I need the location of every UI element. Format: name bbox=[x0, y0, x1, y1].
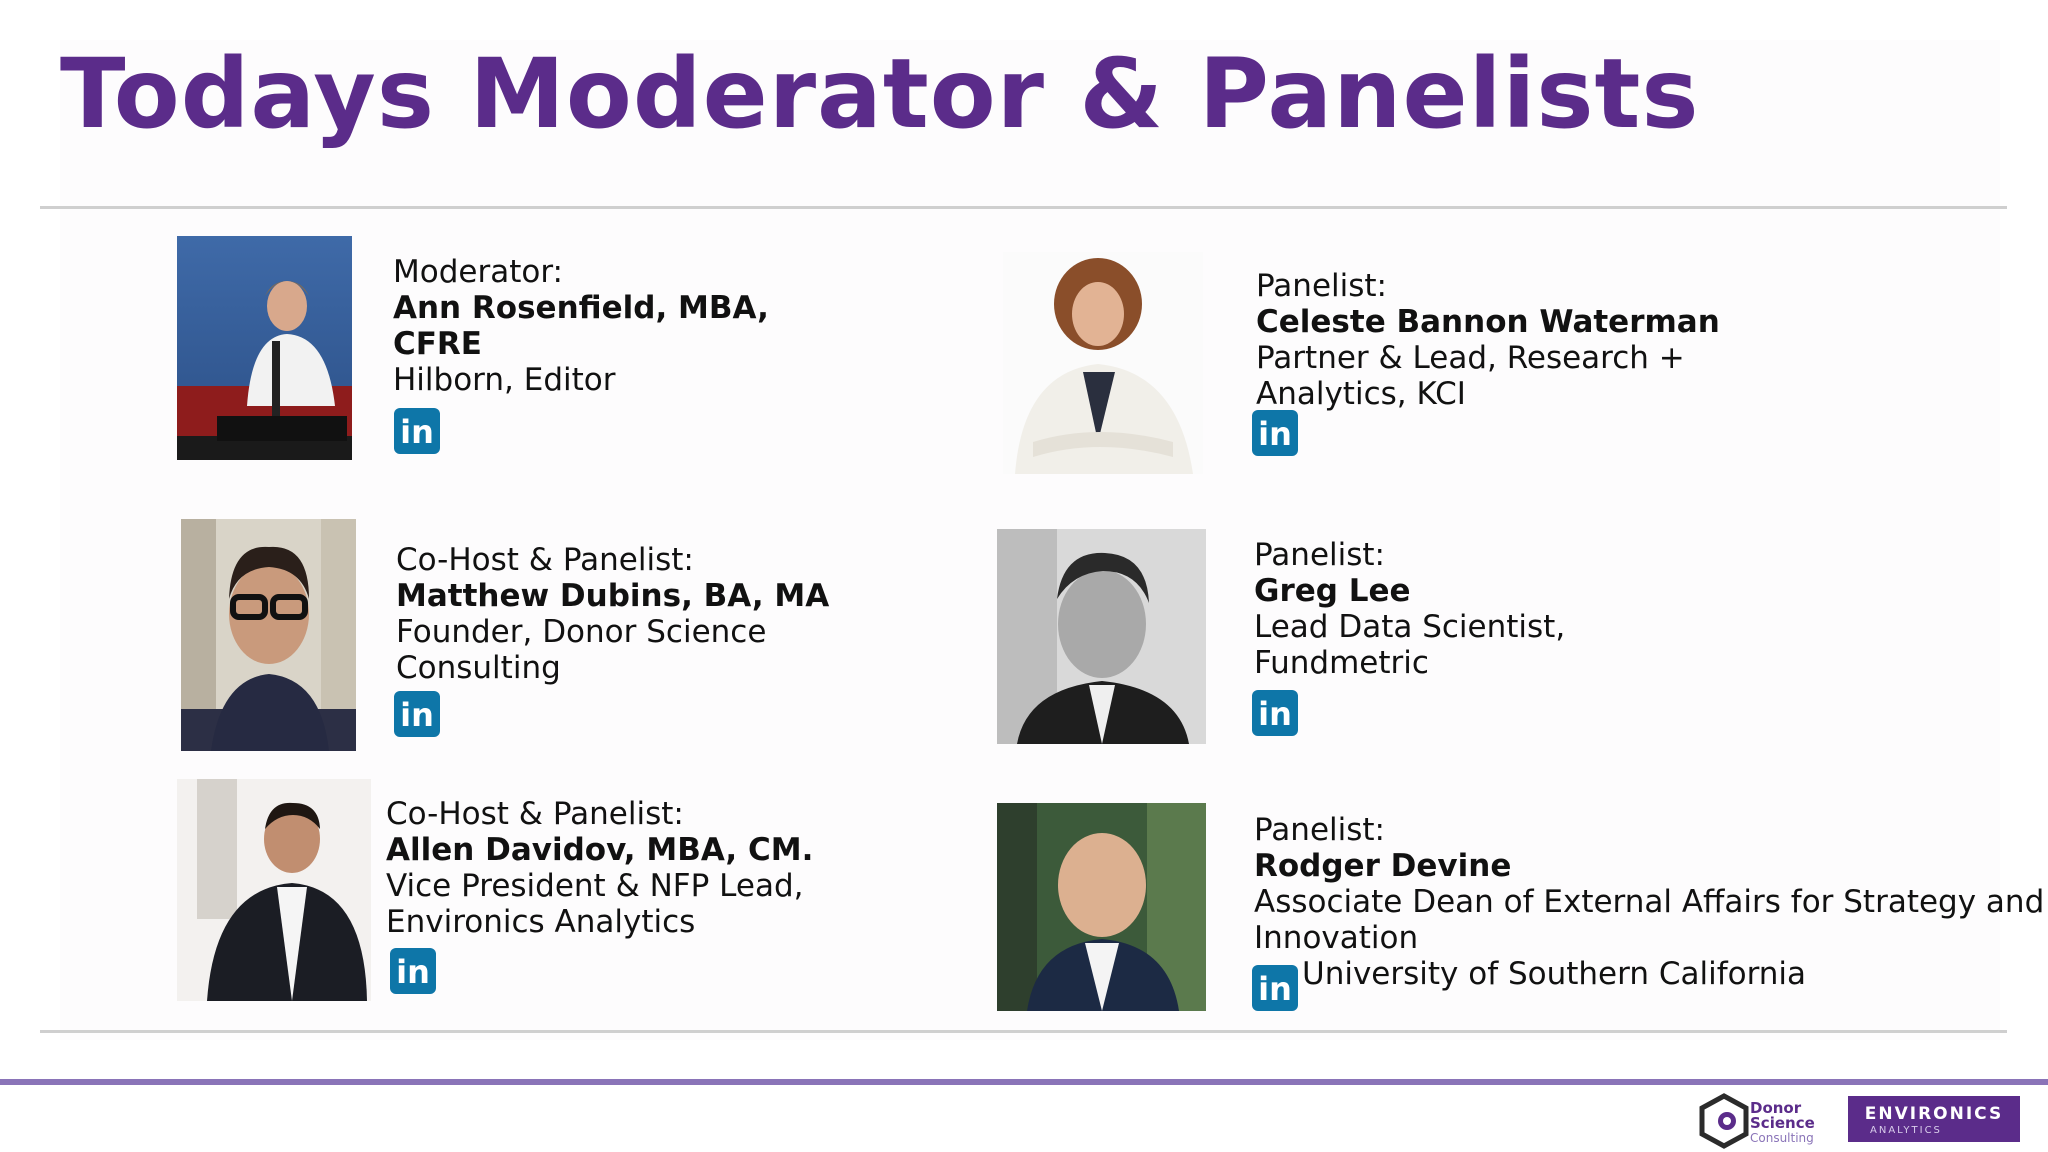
person-organization-continued: Innovation bbox=[1254, 920, 1419, 956]
person-organization-continued: Fundmetric bbox=[1254, 645, 1429, 681]
person-name: Ann Rosenfield, MBA, bbox=[393, 290, 769, 326]
linkedin-icon[interactable]: in bbox=[1252, 410, 1298, 456]
linkedin-icon[interactable]: in bbox=[1252, 965, 1298, 1011]
person-organization-continued: Analytics, KCI bbox=[1256, 376, 1466, 412]
person-organization: Lead Data Scientist, bbox=[1254, 609, 1566, 645]
person-name-continued: CFRE bbox=[393, 326, 482, 362]
environics-analytics-logo: ENVIRONICS ANALYTICS bbox=[1848, 1096, 2020, 1142]
person-name: Rodger Devine bbox=[1254, 848, 1512, 884]
donor-science-logo: Donor Science Consulting bbox=[1698, 1093, 1818, 1149]
photo-rodger-devine bbox=[997, 803, 1206, 1011]
linkedin-icon[interactable]: in bbox=[390, 948, 436, 994]
person-allen-davidov: Co-Host & Panelist: Allen Davidov, MBA, … bbox=[386, 796, 813, 940]
photo-celeste-bannon-waterman bbox=[1003, 252, 1203, 474]
person-role: Panelist: bbox=[1256, 268, 1387, 304]
person-organization: Founder, Donor Science bbox=[396, 614, 767, 650]
slide-title: Todays Moderator & Panelists bbox=[60, 38, 1700, 150]
top-divider bbox=[40, 206, 2007, 209]
person-organization: Vice President & NFP Lead, bbox=[386, 868, 804, 904]
linkedin-icon[interactable]: in bbox=[394, 408, 440, 454]
person-role: Moderator: bbox=[393, 254, 563, 290]
photo-greg-lee bbox=[997, 529, 1206, 744]
person-name: Greg Lee bbox=[1254, 573, 1411, 609]
person-organization: Associate Dean of External Affairs for S… bbox=[1254, 884, 2045, 920]
person-rodger-devine: Panelist: Rodger Devine Associate Dean o… bbox=[1254, 812, 2044, 992]
footer-accent-bar bbox=[0, 1079, 2048, 1085]
person-organization: Partner & Lead, Research + bbox=[1256, 340, 1685, 376]
person-name: Matthew Dubins, BA, MA bbox=[396, 578, 830, 614]
photo-ann-rosenfield bbox=[177, 236, 352, 460]
photo-matthew-dubins bbox=[181, 519, 356, 751]
donor-science-wordmark: Donor Science Consulting bbox=[1750, 1099, 1815, 1146]
photo-allen-davidov bbox=[177, 779, 371, 1001]
person-name: Allen Davidov, MBA, CM. bbox=[386, 832, 814, 868]
person-celeste-bannon-waterman: Panelist: Celeste Bannon Waterman Partne… bbox=[1256, 268, 1720, 412]
bottom-divider bbox=[40, 1030, 2007, 1033]
linkedin-icon[interactable]: in bbox=[394, 691, 440, 737]
donor-science-mark-icon bbox=[1699, 1093, 1749, 1149]
person-role: Co-Host & Panelist: bbox=[386, 796, 684, 832]
person-greg-lee: Panelist: Greg Lee Lead Data Scientist, … bbox=[1254, 537, 1565, 681]
person-role: Panelist: bbox=[1254, 537, 1385, 573]
person-matthew-dubins: Co-Host & Panelist: Matthew Dubins, BA, … bbox=[396, 542, 829, 686]
person-role: Co-Host & Panelist: bbox=[396, 542, 694, 578]
person-organization-continued: Environics Analytics bbox=[386, 904, 696, 940]
person-name: Celeste Bannon Waterman bbox=[1256, 304, 1720, 340]
person-organization-institution: University of Southern California bbox=[1302, 956, 1807, 992]
person-organization: Hilborn, Editor bbox=[393, 362, 616, 398]
person-ann-rosenfield: Moderator: Ann Rosenfield, MBA, CFRE Hil… bbox=[393, 254, 769, 398]
person-role: Panelist: bbox=[1254, 812, 1385, 848]
linkedin-icon[interactable]: in bbox=[1252, 690, 1298, 736]
person-organization-continued: Consulting bbox=[396, 650, 561, 686]
